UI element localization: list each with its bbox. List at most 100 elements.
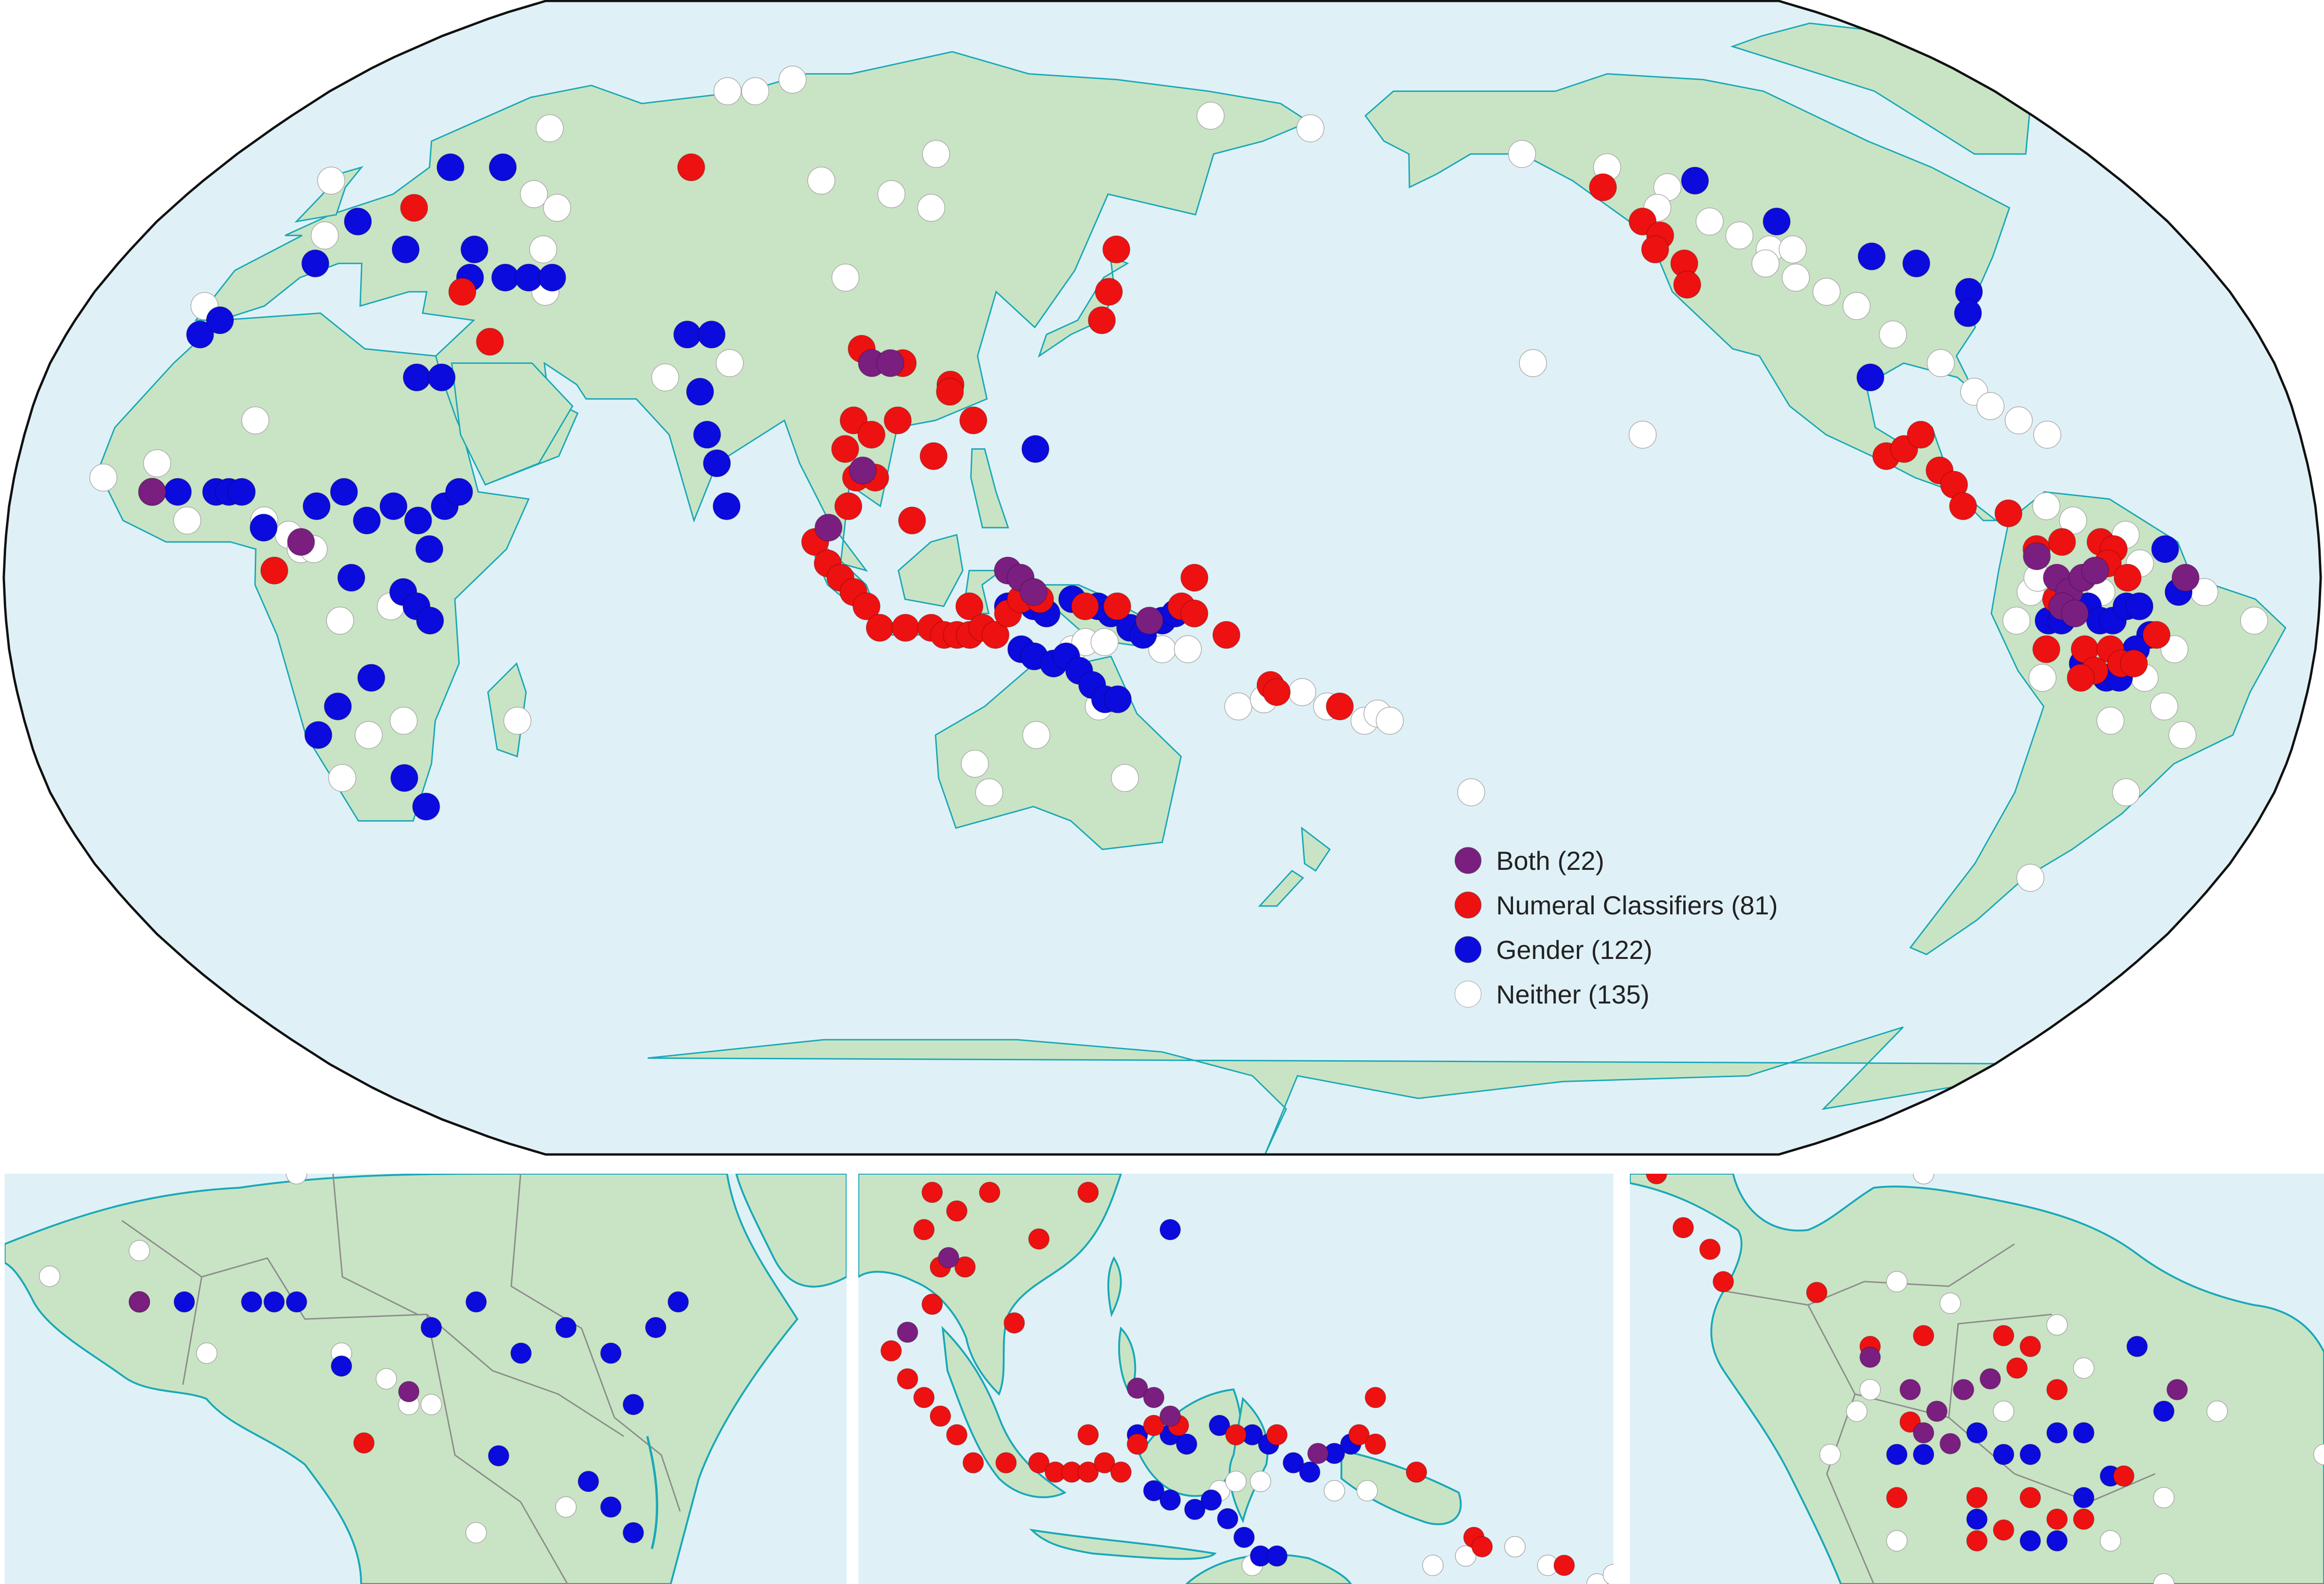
- inset-point-gender: [1176, 1433, 1197, 1455]
- language-point-numeral-classifiers: [2048, 528, 2076, 556]
- inset-point-numeral-classifiers: [962, 1452, 984, 1474]
- inset-africa-land: [5, 1174, 847, 1584]
- inset-point-gender: [2153, 1400, 2175, 1422]
- language-point-neither: [2029, 664, 2057, 692]
- language-point-gender: [1856, 363, 1885, 392]
- language-point-numeral-classifiers: [898, 506, 926, 535]
- language-point-neither: [241, 406, 270, 435]
- language-point-gender: [416, 606, 444, 635]
- inset-point-numeral-classifiers: [1471, 1536, 1493, 1558]
- inset-point-gender: [645, 1317, 666, 1338]
- world-map: Both (22) Numeral Classifiers (81) Gende…: [2, 0, 2322, 1156]
- language-point-numeral-classifiers: [1103, 592, 1131, 620]
- language-point-numeral-classifiers: [831, 435, 859, 463]
- inset-point-neither: [1913, 1174, 1934, 1184]
- inset-point-numeral-classifiers: [954, 1256, 976, 1278]
- language-point-gender: [390, 764, 418, 792]
- inset-point-numeral-classifiers: [921, 1293, 943, 1315]
- language-point-neither: [1812, 278, 1841, 306]
- inset-point-gender: [1913, 1443, 1934, 1465]
- inset-point-neither: [2206, 1400, 2228, 1422]
- language-point-gender: [164, 478, 192, 506]
- language-point-neither: [536, 114, 564, 143]
- language-point-neither: [1111, 764, 1139, 792]
- language-point-gender: [415, 535, 444, 563]
- inset-point-neither: [2153, 1487, 2175, 1509]
- inset-point-neither: [1846, 1400, 1868, 1422]
- inset-point-gender: [1993, 1443, 2014, 1465]
- inset-point-gender: [465, 1291, 487, 1313]
- language-point-gender: [227, 478, 256, 506]
- inset-point-numeral-classifiers: [1993, 1325, 2014, 1347]
- inset-point-numeral-classifiers: [1993, 1519, 2014, 1541]
- language-point-numeral-classifiers: [260, 556, 288, 585]
- inset-point-neither: [1249, 1471, 1272, 1493]
- inset-point-neither: [1939, 1292, 1961, 1314]
- inset-point-numeral-classifiers: [1094, 1452, 1115, 1474]
- inset-point-both: [1899, 1379, 1921, 1401]
- language-point-numeral-classifiers: [448, 278, 477, 306]
- language-point-both: [848, 456, 877, 484]
- inset-point-gender: [241, 1291, 263, 1313]
- language-point-gender: [357, 664, 386, 692]
- language-point-neither: [1173, 635, 1202, 664]
- language-point-gender: [344, 207, 372, 236]
- inset-point-numeral-classifiers: [979, 1182, 1000, 1203]
- language-point-numeral-classifiers: [981, 621, 1010, 649]
- inset-point-neither: [555, 1496, 577, 1518]
- inset-point-gender: [510, 1343, 532, 1364]
- inset-point-both: [1859, 1346, 1881, 1368]
- language-point-neither: [1725, 221, 1754, 249]
- inset-map-africa: [5, 1174, 847, 1584]
- language-point-both: [287, 528, 315, 556]
- inset-point-gender: [2073, 1487, 2095, 1509]
- inset-point-numeral-classifiers: [1225, 1424, 1247, 1446]
- language-point-both: [2081, 556, 2109, 585]
- inset-point-gender: [1233, 1526, 1255, 1548]
- language-point-gender: [353, 506, 381, 535]
- inset-point-numeral-classifiers: [2073, 1509, 2095, 1530]
- language-point-neither: [961, 749, 989, 778]
- language-point-neither: [143, 449, 171, 477]
- inset-point-gender: [2126, 1335, 2148, 1358]
- inset-point-numeral-classifiers: [353, 1432, 375, 1454]
- language-point-neither: [543, 194, 571, 222]
- language-point-gender: [412, 792, 440, 821]
- inset-point-neither: [1324, 1480, 1345, 1501]
- language-point-neither: [1782, 264, 1810, 292]
- inset-point-numeral-classifiers: [2006, 1357, 2028, 1379]
- language-point-gender: [1021, 435, 1050, 463]
- legend-swatch-neither: [1454, 981, 1482, 1008]
- language-point-neither: [1628, 421, 1657, 449]
- language-point-numeral-classifiers: [1212, 621, 1241, 649]
- inset-point-gender: [1159, 1489, 1181, 1511]
- inset-point-numeral-classifiers: [995, 1452, 1017, 1474]
- inset-point-gender: [331, 1355, 352, 1377]
- legend-label-numeral-classifiers: Numeral Classifiers (81): [1496, 890, 1778, 920]
- legend-item-neither: Neither (135): [1454, 980, 1650, 1009]
- inset-point-gender: [2020, 1530, 2041, 1552]
- language-point-numeral-classifiers: [1180, 564, 1209, 592]
- language-point-neither: [1508, 140, 1536, 168]
- language-point-numeral-classifiers: [476, 327, 504, 356]
- inset-point-numeral-classifiers: [1110, 1461, 1132, 1483]
- inset-point-numeral-classifiers: [1266, 1424, 1288, 1446]
- language-point-gender: [703, 449, 731, 477]
- language-point-neither: [326, 606, 354, 635]
- inset-point-both: [1159, 1405, 1181, 1427]
- language-point-gender: [1763, 207, 1791, 236]
- language-point-neither: [89, 463, 118, 492]
- language-point-neither: [1376, 707, 1404, 735]
- language-point-gender: [304, 721, 333, 749]
- language-point-gender: [330, 478, 358, 506]
- landmass-borneo: [897, 534, 964, 607]
- language-point-gender: [186, 320, 214, 349]
- language-point-neither: [1288, 678, 1317, 706]
- inset-point-gender: [286, 1291, 308, 1313]
- language-point-gender: [445, 478, 473, 506]
- inset-point-neither: [129, 1240, 150, 1261]
- language-point-neither: [1976, 392, 2005, 420]
- legend-swatch-both: [1454, 847, 1482, 874]
- inset-point-neither: [375, 1368, 397, 1390]
- landmass-antarctica: [647, 1026, 2134, 1154]
